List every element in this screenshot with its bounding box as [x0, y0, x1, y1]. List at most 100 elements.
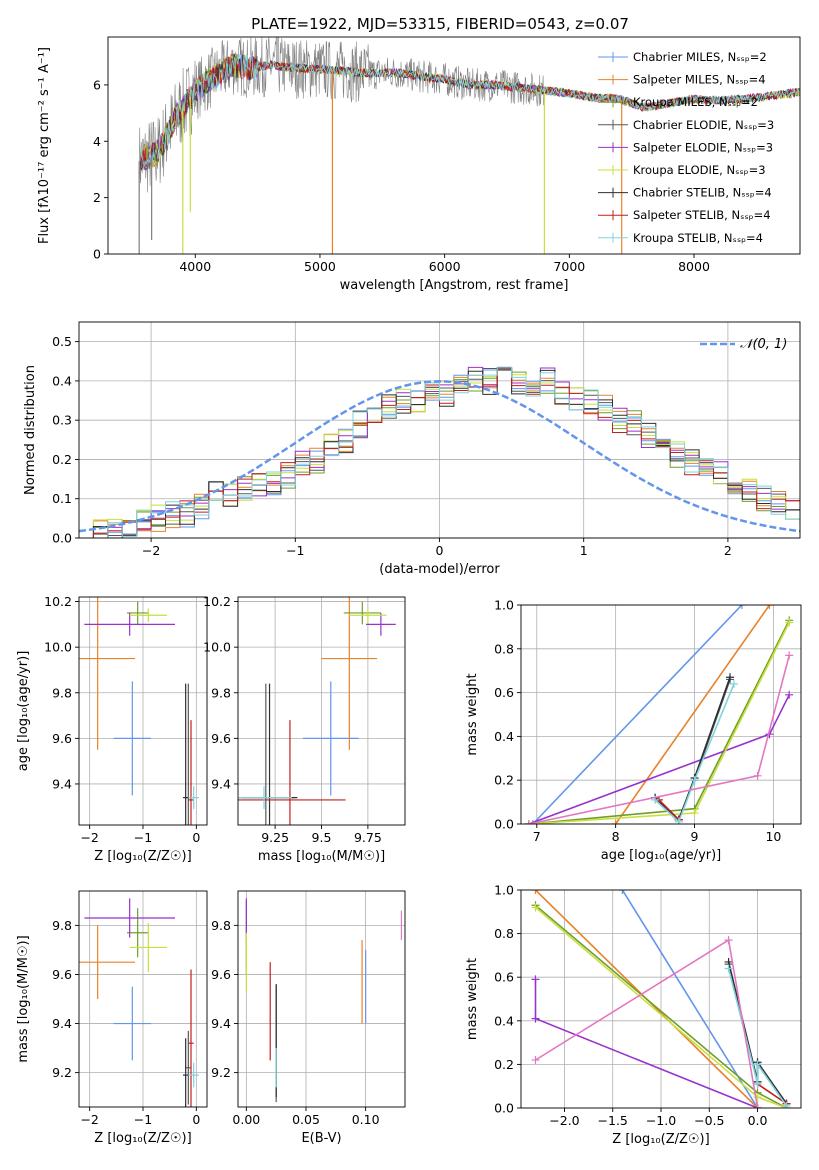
x-tick-label: 0 [192, 1112, 200, 1127]
y-tick-label: 0.8 [494, 926, 514, 941]
y-axis-label: mass [log₁₀(M/M☉)] [16, 935, 31, 1062]
y-tick-label: 9.2 [52, 1065, 72, 1080]
plot-area [245, 898, 403, 1103]
mass-weight-marker [753, 1093, 762, 1102]
spectrum-legend: Chabrier MILES, Nₛₛₚ=2 Salpeter MILES, Nₛ… [598, 50, 774, 245]
y-tick-label: 0.2 [52, 452, 72, 467]
mass-weight-marker [737, 605, 746, 609]
mass-weight-marker [785, 651, 794, 660]
plot-area [138, 37, 800, 254]
legend-label: Kroupa ELODIE, Nₛₛₚ=3 [633, 163, 766, 177]
axes-frame [107, 36, 801, 255]
mass-weight-marker [785, 618, 794, 627]
legend-label: Salpeter ELODIE, Nₛₛₚ=3 [633, 140, 773, 154]
y-tick-label: 10.0 [203, 640, 231, 655]
mass-weight-marker [674, 817, 683, 824]
y-tick-label: 1.0 [494, 883, 514, 898]
x-tick-label: 0.05 [292, 1112, 320, 1127]
plot-area [524, 605, 794, 824]
y-axis-label: age [log₁₀(age/yr)] [16, 651, 31, 772]
y-tick-label: 0.4 [494, 1013, 514, 1028]
x-tick-label: −2.0 [549, 1113, 579, 1128]
panel-residual_hist: −2 −1 0 1 2 0.0 0.1 0.2 0.3 0.4 0.5 (data-model)/er… [23, 321, 801, 577]
mass-weight-marker [524, 820, 533, 824]
x-tick-label: 7 [533, 829, 541, 844]
mass-weight-marker [611, 820, 620, 824]
mass-weight-line [658, 799, 680, 821]
mass-weight-line [532, 605, 743, 824]
x-axis-label: age [log₁₀(age/yr)] [601, 848, 722, 863]
mass-weight-marker [690, 809, 699, 818]
mass-weight-marker [724, 936, 733, 945]
x-tick-label: 0.00 [232, 1112, 260, 1127]
panel-spectrum: 4000 5000 6000 7000 8000 0 2 4 6 wavelength [Angs… [37, 36, 801, 293]
x-tick-label: −1 [134, 830, 152, 845]
mass-weight-marker [528, 820, 537, 824]
y-tick-label: 9.4 [52, 776, 72, 791]
y-axis-label: Flux [fλ10⁻¹⁷ erg cm⁻² s⁻¹ A⁻¹] [37, 47, 52, 244]
mass-weight-line [757, 1083, 787, 1105]
x-tick-label: −1.0 [646, 1113, 676, 1128]
legend-label: Kroupa STELIB, Nₛₛₚ=4 [633, 231, 763, 245]
x-tick-label: −1.5 [598, 1113, 628, 1128]
x-axis-label: mass [log₁₀(M/M☉)] [258, 849, 385, 864]
y-tick-label: 9.4 [211, 776, 231, 791]
x-tick-label: 2 [724, 543, 732, 558]
x-tick-label: 9.5 [312, 830, 332, 845]
legend-label: Salpeter MILES, Nₛₛₚ=4 [633, 73, 766, 87]
y-tick-label: 0.5 [52, 334, 72, 349]
x-tick-label: −1 [134, 1112, 152, 1127]
legend-label: 𝒩(0, 1) [740, 337, 787, 352]
y-axis-label: Normed distribution [23, 365, 38, 495]
x-tick-label: 9 [691, 829, 699, 844]
y-tick-label: 10.0 [44, 640, 72, 655]
x-axis-label: E(B-V) [301, 1131, 341, 1146]
y-tick-label: 9.6 [211, 967, 231, 982]
plot-area [79, 898, 199, 1107]
panel-mass_vs_Z: −2 −1 0 9.2 9.4 9.6 9.8 Z [log₁₀(Z/Z☉)] mass [lo… [16, 890, 208, 1146]
mass-weight-marker [726, 673, 735, 682]
y-tick-label: 0.3 [52, 413, 72, 428]
x-tick-label: −2 [80, 830, 98, 845]
y-tick-label: 0.2 [494, 773, 514, 788]
y-tick-label: 0.0 [494, 817, 514, 832]
panel-age_vs_mass: 9.25 9.5 9.75 9.4 9.6 9.8 10.0 10.2 mass [log₁₀(… [203, 594, 406, 864]
x-tick-label: 8 [612, 829, 620, 844]
mass-weight-marker [785, 690, 794, 699]
legend-label: Chabrier STELIB, Nₛₛₚ=4 [633, 186, 772, 200]
mass-weight-marker [765, 605, 774, 609]
mass-weight-marker [724, 964, 733, 973]
x-tick-label: −0.5 [694, 1113, 724, 1128]
panel-massweight_vs_Z: −2.0 −1.5 −1.0 −0.5 0.0 0.0 0.2 0.4 0.6 0.8 1.0 Z [… [465, 883, 802, 1147]
x-tick-label: 4000 [179, 259, 211, 274]
y-tick-label: 9.4 [211, 1016, 231, 1031]
mass-weight-marker [729, 679, 738, 688]
mass-weight-marker [618, 890, 627, 894]
mass-weight-line [654, 683, 735, 824]
histogram-step-line [79, 367, 800, 538]
y-tick-label: 9.2 [211, 1065, 231, 1080]
gaussian-curve [79, 380, 800, 533]
y-tick-label: 1.0 [494, 598, 514, 613]
mass-weight-marker [531, 975, 540, 984]
plot-area [238, 597, 396, 825]
mass-weight-marker [531, 890, 540, 894]
x-axis-label: Z [log₁₀(Z/Z☉)] [612, 1132, 709, 1147]
y-tick-label: 0.1 [52, 491, 72, 506]
x-tick-label: 9.75 [354, 830, 382, 845]
mass-weight-marker [531, 903, 540, 912]
y-tick-label: 0 [93, 247, 101, 262]
mass-weight-marker [753, 771, 762, 780]
mass-weight-marker [531, 1056, 540, 1065]
y-tick-label: 10.2 [203, 594, 231, 609]
x-axis-label: Z [log₁₀(Z/Z☉)] [94, 849, 191, 864]
legend-label: Salpeter STELIB, Nₛₛₚ=4 [633, 208, 771, 222]
x-tick-label: 7000 [553, 259, 585, 274]
y-tick-label: 9.6 [52, 731, 72, 746]
x-tick-label: 0.10 [352, 1112, 380, 1127]
y-tick-label: 0.4 [494, 729, 514, 744]
y-tick-label: 0.8 [494, 641, 514, 656]
y-tick-label: 0.6 [494, 685, 514, 700]
mass-weight-marker [753, 1060, 762, 1069]
